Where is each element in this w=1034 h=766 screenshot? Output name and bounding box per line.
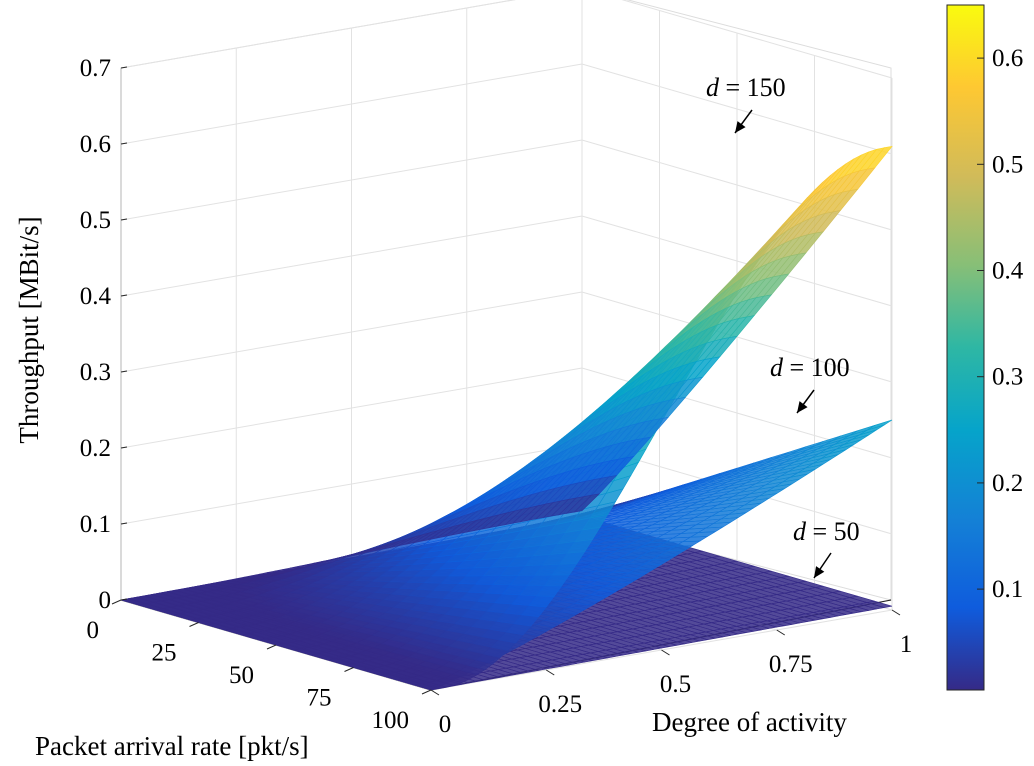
x-tick-label: 100 [372, 707, 410, 734]
z-tick-label: 0.7 [80, 55, 111, 82]
y-tick-labels: 0 0.25 0.5 0.75 1 [430, 609, 913, 738]
z-grid-line [120, 0, 893, 79]
y-tick-mark [430, 689, 440, 696]
x-tick-label: 75 [307, 685, 332, 712]
z-axis-label: Throughput [MBit/s] [14, 216, 44, 443]
x-tick-labels: 0 25 50 75 100 [87, 599, 432, 734]
z-tick-label: 0.1 [80, 511, 111, 538]
z-tick-mark [120, 370, 128, 373]
annotation-d-50: d = 50 [793, 517, 860, 579]
annotation-d-150: d = 150 [706, 73, 786, 134]
annotation-equals: = [783, 353, 811, 382]
z-tick-label: 0.6 [80, 131, 111, 158]
annotation-variable: d [793, 517, 807, 546]
y-axis-label: Degree of activity [652, 707, 847, 737]
annotation-arrow-head [735, 121, 746, 133]
colorbar-tick-label: 0.3 [992, 364, 1023, 391]
x-tick-label: 0 [87, 617, 100, 644]
annotation-variable: d [770, 353, 784, 382]
y-tick-mark [776, 629, 786, 636]
annotation-arrow-head [797, 401, 808, 413]
x-tick-label: 50 [229, 662, 254, 689]
z-tick-labels: 0 0.1 0.2 0.3 0.4 0.5 0.6 0.7 [80, 55, 128, 614]
annotation-label: d = 150 [706, 73, 786, 102]
surface-d-150 [120, 145, 893, 691]
surface-patch [573, 493, 601, 513]
colorbar-tick-label: 0.6 [992, 45, 1023, 72]
colorbar-tick-labels: 0.1 0.2 0.3 0.4 0.5 0.6 [977, 45, 1024, 603]
z-tick-mark [120, 66, 128, 69]
z-tick-label: 0.5 [80, 207, 111, 234]
colorbar-gradient [946, 4, 985, 691]
z-tick-label: 0.4 [80, 283, 112, 310]
annotation-equals: = [806, 517, 834, 546]
colorbar-tick-label: 0.4 [992, 258, 1024, 285]
z-tick-mark [120, 522, 128, 525]
colorbar-tick-label: 0.2 [992, 470, 1023, 497]
annotation-label: d = 50 [793, 517, 860, 546]
y-tick-label: 0 [439, 711, 452, 738]
z-tick-label: 0 [99, 587, 112, 614]
z-tick-mark [120, 446, 128, 449]
y-tick-label: 0.75 [769, 651, 813, 678]
annotation-arrow-head [814, 566, 825, 578]
z-tick-label: 0.2 [80, 435, 111, 462]
y-tick-mark [661, 649, 670, 656]
z-tick-mark [120, 218, 128, 221]
y-tick-label: 0.5 [660, 671, 691, 698]
annotation-value: 50 [834, 517, 860, 546]
x-tick-mark [344, 667, 354, 672]
z-tick-label: 0.3 [80, 359, 111, 386]
annotation-variable: d [706, 73, 720, 102]
y-tick-mark [891, 609, 901, 616]
x-tick-mark [189, 622, 199, 627]
y-tick-label: 1 [900, 631, 913, 658]
y-tick-mark [545, 669, 555, 676]
colorbar: 0.1 0.2 0.3 0.4 0.5 0.6 [946, 4, 1024, 691]
x-axis-label: Packet arrival rate [pkt/s] [35, 731, 309, 761]
z-tick-mark [120, 598, 128, 601]
x-tick-mark [421, 689, 432, 695]
x-tick-mark [111, 599, 122, 605]
y-tick-label: 0.25 [538, 691, 582, 718]
surface-patch [866, 419, 893, 431]
colorbar-tick-label: 0.1 [992, 576, 1023, 603]
annotation-equals: = [719, 73, 747, 102]
colorbar-tick-label: 0.5 [992, 151, 1023, 178]
annotation-d-100: d = 100 [770, 353, 850, 414]
annotation-value: 150 [747, 73, 786, 102]
surface-meshes [120, 145, 893, 691]
annotation-label: d = 100 [770, 353, 850, 382]
x-tick-mark [266, 644, 277, 650]
x-tick-label: 25 [152, 640, 177, 667]
annotation-value: 100 [811, 353, 850, 382]
z-tick-mark [120, 294, 128, 297]
z-tick-mark [120, 142, 128, 145]
